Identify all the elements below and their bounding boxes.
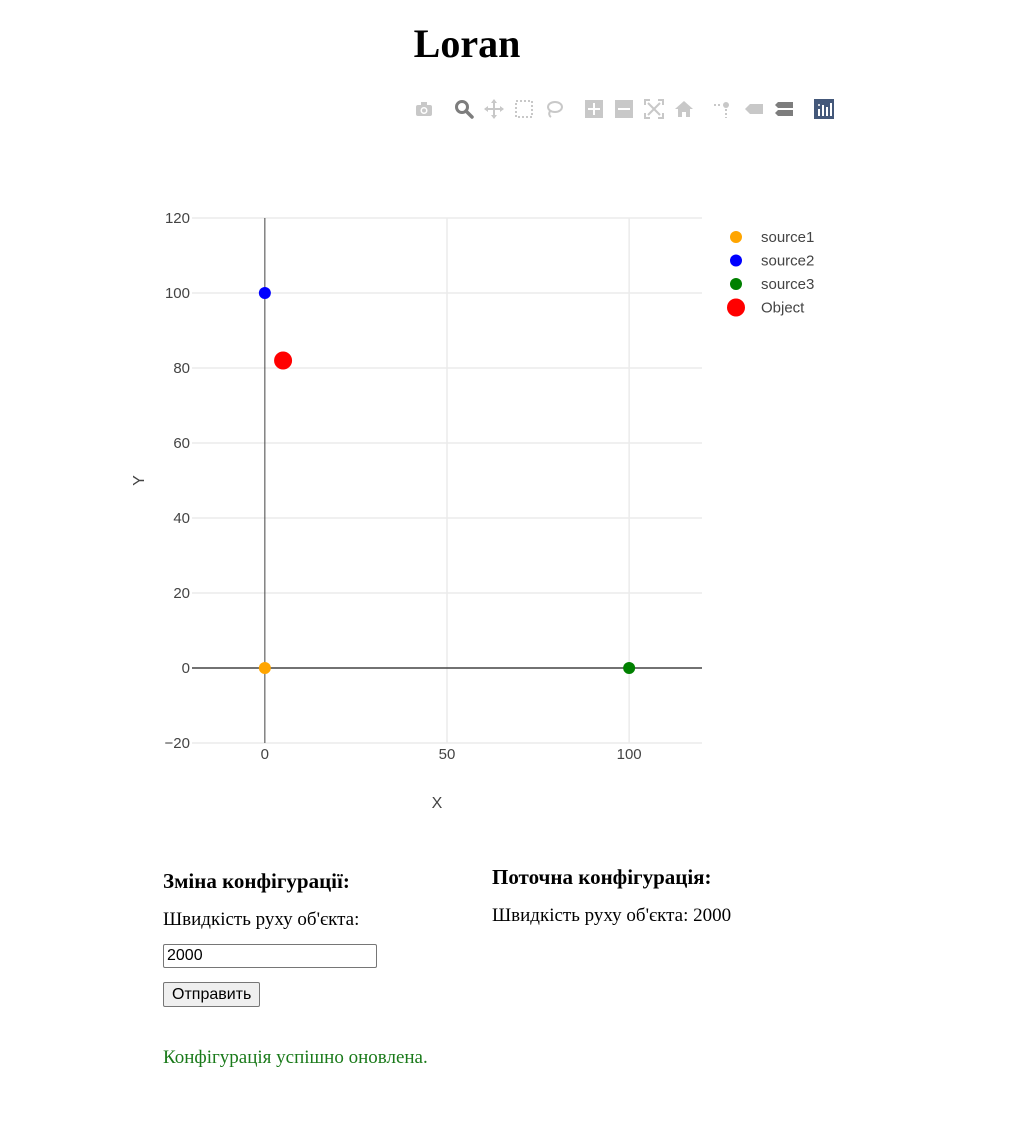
page-title: Loran [413,21,521,66]
legend-label: source3 [761,276,814,293]
zoom-in-icon[interactable] [582,96,606,122]
speed-input[interactable] [163,944,377,968]
y-tick-label: 0 [182,660,190,677]
current-config-section: Поточна конфігурація: Швидкість руху об'… [492,862,892,930]
data-point-source3 [623,662,636,674]
lasso-select-icon[interactable] [542,96,566,122]
legend-label: source2 [761,253,814,270]
success-message: Конфігурація успішно оновлена. [163,1047,428,1068]
submit-button[interactable]: Отправить [163,982,261,1007]
camera-icon[interactable] [412,96,436,122]
y-tick-label: 80 [173,360,190,377]
y-tick-label: −20 [165,735,190,752]
hover-closest-icon[interactable] [742,96,766,122]
y-tick-label: 100 [165,285,190,302]
y-tick-label: 60 [173,435,190,452]
x-tick-label: 0 [261,746,269,763]
legend-marker [727,298,745,317]
x-axis-title: X [432,795,443,812]
data-point-source1 [258,662,271,674]
legend-marker [730,278,742,290]
legend-marker [730,254,742,267]
current-config-heading: Поточна конфігурація: [492,865,712,889]
current-speed-text: Швидкість руху об'єкта: 2000 [492,905,732,926]
autoscale-icon[interactable] [642,96,666,122]
hover-compare-icon[interactable] [772,96,796,122]
x-tick-label: 50 [439,746,456,763]
y-tick-label: 120 [165,210,190,227]
pan-icon[interactable] [482,96,506,122]
y-axis-title: Y [131,475,148,486]
legend: source1 source2 source3 Object [727,229,814,317]
x-tick-label: 100 [617,746,642,763]
zoom-out-icon[interactable] [612,96,636,122]
data-point-object [274,351,293,370]
speed-label: Швидкість руху об'єкта: [163,909,360,930]
box-select-icon[interactable] [512,96,536,122]
spikelines-icon[interactable] [710,96,734,122]
zoom-icon[interactable] [452,96,476,122]
data-point-source2 [258,287,271,299]
legend-marker [730,231,742,243]
y-tick-label: 20 [173,585,190,602]
config-change-section: Зміна конфігурації: Швидкість руху об'єк… [163,866,463,1007]
reset-axes-icon[interactable] [672,96,696,122]
plotly-logo-icon[interactable] [812,96,836,122]
y-tick-label: 40 [173,510,190,527]
legend-label: Object [761,300,805,317]
plot-modebar [412,96,842,122]
config-change-heading: Зміна конфігурації: [163,869,350,893]
legend-label: source1 [761,229,814,246]
